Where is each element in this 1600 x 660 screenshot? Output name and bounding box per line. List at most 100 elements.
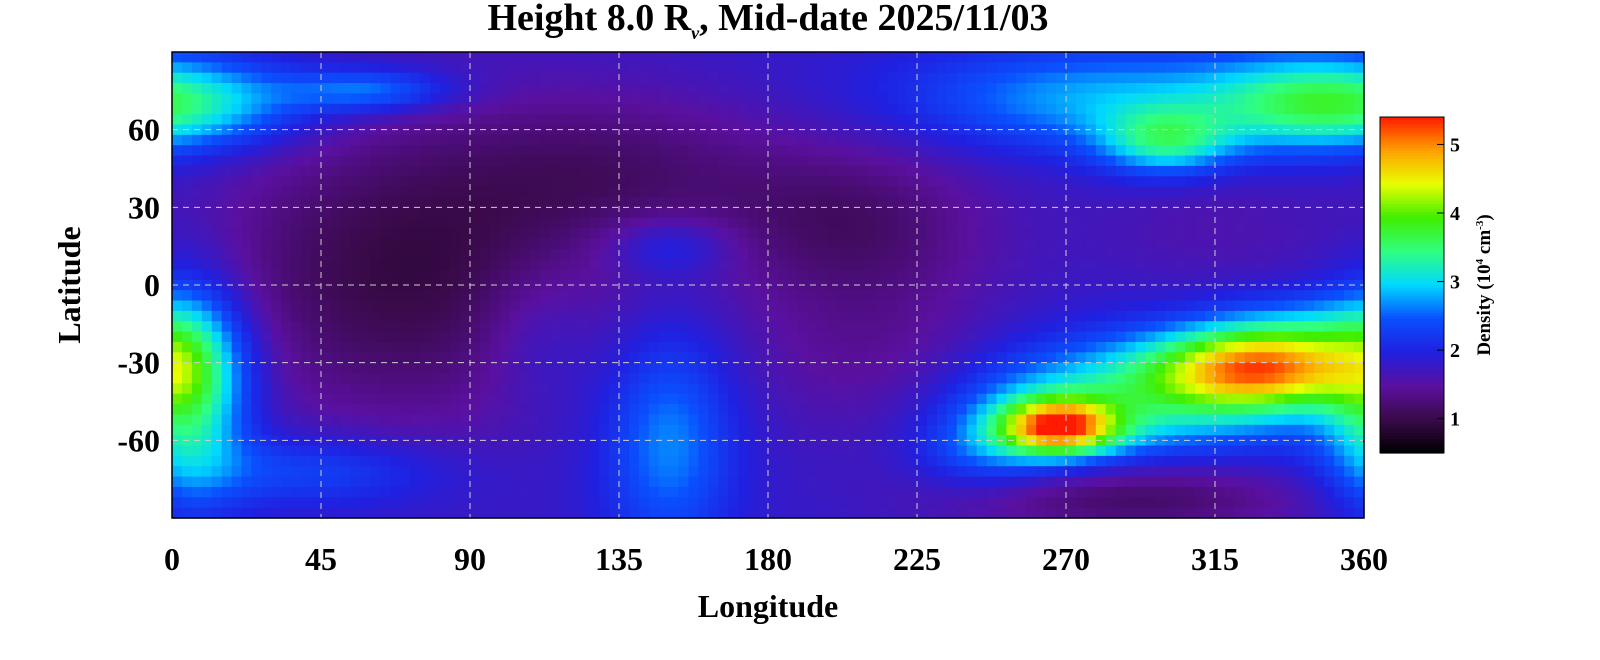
heatmap-cell [777, 62, 789, 74]
heatmap-cell [609, 103, 620, 115]
heatmap-cell [1115, 134, 1127, 146]
heatmap-cell [907, 83, 918, 95]
heatmap-cell [817, 362, 829, 374]
heatmap-cell [1105, 321, 1117, 333]
heatmap-cell [390, 269, 402, 281]
heatmap-cell [797, 362, 809, 374]
heatmap-cell [450, 321, 461, 333]
heatmap-cell [758, 300, 769, 312]
heatmap-cell [956, 62, 968, 74]
heatmap-cell [1115, 424, 1127, 436]
heatmap-cell [877, 383, 888, 395]
heatmap-cell [509, 414, 521, 426]
heatmap-cell [539, 373, 551, 384]
heatmap-cell [648, 93, 660, 105]
heatmap-cell [1185, 176, 1196, 188]
heatmap-cell [489, 362, 501, 374]
heatmap-cell [1195, 186, 1206, 198]
heatmap-cell [797, 352, 809, 364]
heatmap-cell [936, 186, 948, 198]
heatmap-cell [430, 217, 441, 229]
heatmap-cell [1026, 228, 1037, 239]
heatmap-cell [877, 72, 888, 84]
heatmap-cell [1046, 165, 1057, 177]
heatmap-cell [460, 259, 471, 271]
heatmap-cell [380, 341, 392, 353]
heatmap-cell [658, 269, 670, 281]
heatmap-cell [1105, 455, 1117, 467]
heatmap-cell [946, 300, 958, 312]
heatmap-cell [440, 238, 451, 250]
heatmap-cell [1294, 445, 1305, 457]
heatmap-cell [1056, 228, 1067, 239]
heatmap-cell [1056, 321, 1067, 333]
heatmap-cell [1056, 145, 1067, 157]
heatmap-cell [1254, 134, 1266, 146]
heatmap-cell [807, 134, 819, 146]
heatmap-cell [1115, 248, 1127, 260]
heatmap-cell [1254, 373, 1266, 384]
heatmap-cell [1056, 300, 1067, 312]
heatmap-cell [1185, 404, 1196, 416]
heatmap-cell [986, 83, 998, 95]
heatmap-cell [1026, 217, 1037, 229]
heatmap-cell [966, 165, 978, 177]
heatmap-cell [1155, 362, 1166, 374]
heatmap-cell [1066, 103, 1077, 115]
heatmap-cell [897, 445, 908, 457]
heatmap-cell [718, 72, 729, 84]
heatmap-cell [1095, 331, 1107, 343]
heatmap-cell [1324, 228, 1335, 239]
heatmap-cell [350, 414, 362, 426]
heatmap-cell [1056, 62, 1067, 74]
heatmap-cell [768, 186, 779, 198]
heatmap-cell [1115, 145, 1127, 157]
heatmap-cell [1324, 186, 1335, 198]
heatmap-cell [1304, 362, 1315, 374]
heatmap-cell [191, 196, 203, 208]
heatmap-cell [1294, 186, 1305, 198]
heatmap-cell [340, 62, 352, 74]
heatmap-cell [1165, 373, 1176, 384]
heatmap-cell [559, 155, 570, 167]
heatmap-cell [748, 248, 759, 260]
heatmap-cell [1036, 414, 1047, 426]
heatmap-cell [867, 114, 878, 126]
heatmap-cell [430, 279, 441, 291]
heatmap-cell [658, 373, 670, 384]
heatmap-cell [181, 114, 193, 126]
heatmap-cell [1185, 455, 1196, 467]
heatmap-cell [768, 93, 779, 105]
heatmap-cell [1254, 259, 1266, 271]
heatmap-cell [1234, 238, 1246, 250]
heatmap-cell [1264, 165, 1276, 177]
heatmap-cell [321, 176, 332, 188]
heatmap-cell [1215, 373, 1226, 384]
heatmap-cell [1135, 186, 1147, 198]
heatmap-cell [291, 341, 302, 353]
heatmap-cell [1264, 310, 1276, 322]
heatmap-cell [887, 466, 898, 478]
heatmap-cell [1234, 134, 1246, 146]
heatmap-cell [569, 435, 580, 447]
heatmap-cell [887, 321, 898, 333]
heatmap-cell [1294, 228, 1305, 239]
heatmap-cell [181, 134, 193, 146]
heatmap-cell [1135, 362, 1147, 374]
heatmap-cell [728, 207, 739, 219]
heatmap-cell [619, 238, 630, 250]
heatmap-cell [986, 310, 998, 322]
heatmap-cell [847, 114, 858, 126]
heatmap-cell [1284, 134, 1296, 146]
heatmap-cell [768, 455, 779, 467]
heatmap-cell [976, 445, 988, 457]
heatmap-cell [311, 383, 322, 395]
heatmap-cell [877, 455, 888, 467]
heatmap-cell [291, 424, 302, 436]
heatmap-cell [529, 404, 541, 416]
heatmap-cell [976, 72, 988, 84]
heatmap-cell [211, 352, 223, 364]
heatmap-cell [787, 259, 799, 271]
heatmap-cell [658, 476, 670, 488]
heatmap-cell [1284, 155, 1296, 167]
